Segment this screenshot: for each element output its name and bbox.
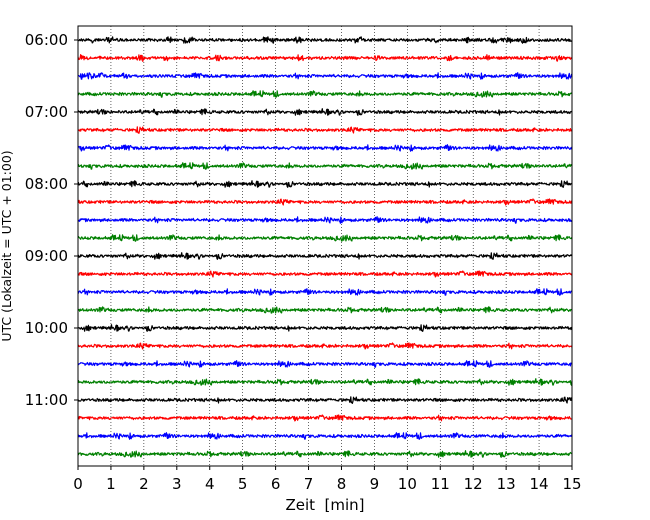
x-tick-label: 5 <box>238 475 248 493</box>
x-tick-label: 1 <box>106 475 116 493</box>
trace-line <box>77 450 573 458</box>
x-tick-label: 11 <box>431 475 450 493</box>
x-tick-label: 9 <box>370 475 380 493</box>
trace-line <box>77 360 573 368</box>
trace-line <box>77 144 573 152</box>
y-axis-label: UTC (Lokalzeit = UTC + 01:00) <box>0 150 14 341</box>
trace-line <box>77 72 573 80</box>
trace-line <box>77 90 573 98</box>
trace-line <box>77 162 573 170</box>
plot-frame <box>77 25 573 467</box>
x-tick-label: 3 <box>172 475 182 493</box>
grid-lines <box>110 26 540 466</box>
x-tick-label: 13 <box>497 475 516 493</box>
trace-line <box>77 252 573 260</box>
trace-line <box>77 288 573 296</box>
y-tick-label: 11:00 <box>25 391 68 409</box>
x-tick-label: 10 <box>398 475 417 493</box>
trace-line <box>77 306 573 314</box>
x-tick-label: 14 <box>530 475 549 493</box>
y-tick-label: 07:00 <box>25 103 68 121</box>
trace-line <box>77 414 573 422</box>
trace-line <box>77 378 573 386</box>
plot-area <box>78 26 572 466</box>
x-tick-label: 0 <box>73 475 83 493</box>
trace-line <box>77 342 573 350</box>
y-tick-label: 10:00 <box>25 319 68 337</box>
x-tick-label: 6 <box>271 475 281 493</box>
trace-line <box>77 396 573 404</box>
x-tick-label: 12 <box>464 475 483 493</box>
y-tick-label: 09:00 <box>25 247 68 265</box>
trace-line <box>77 126 573 134</box>
trace-line <box>77 198 573 206</box>
trace-line <box>77 216 573 224</box>
trace-line <box>77 36 573 44</box>
x-tick-label: 2 <box>139 475 149 493</box>
trace-line <box>77 180 573 188</box>
y-tick-label: 06:00 <box>25 31 68 49</box>
trace-line <box>77 270 573 278</box>
y-axis-ticks: 06:00 07:00 08:00 09:00 10:00 11:00 <box>25 31 78 409</box>
trace-line <box>77 324 573 332</box>
x-axis-ticks: 0 1 2 3 4 5 6 7 8 9 10 11 12 13 14 15 <box>73 466 582 493</box>
x-tick-label: 8 <box>337 475 347 493</box>
seismic-traces <box>77 36 573 458</box>
trace-line <box>77 234 573 242</box>
x-tick-label: 15 <box>562 475 581 493</box>
x-tick-label: 4 <box>205 475 215 493</box>
x-axis-label: Zeit [min] <box>285 496 364 514</box>
x-tick-label: 7 <box>304 475 314 493</box>
trace-line <box>77 108 573 116</box>
trace-line <box>77 53 573 63</box>
trace-line <box>77 432 573 440</box>
y-tick-label: 08:00 <box>25 175 68 193</box>
